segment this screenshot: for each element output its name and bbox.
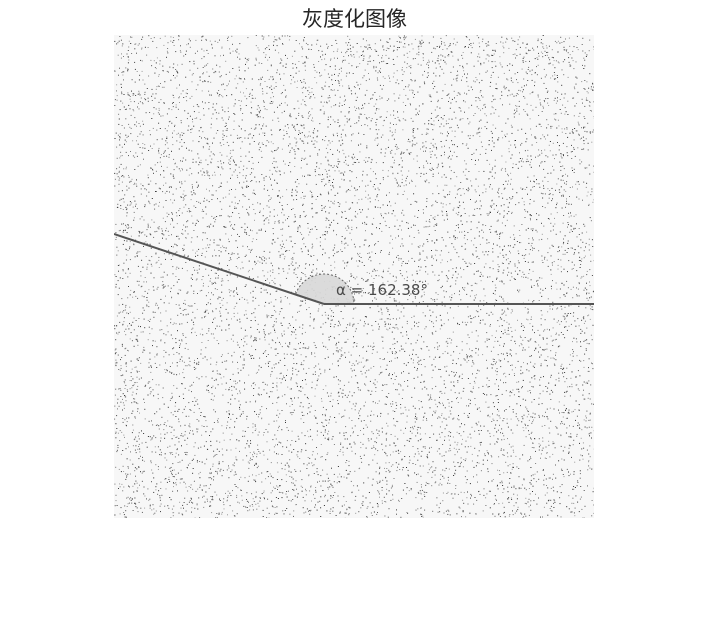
grayscale-image: α = 162.38° [114, 35, 594, 518]
angle-arc [294, 273, 355, 305]
noise-texture [114, 35, 594, 518]
grayscale-image-panel: α = 162.38° [114, 35, 594, 518]
left-ray-line [114, 233, 325, 305]
angle-label: α = 162.38° [336, 281, 428, 299]
image-background [114, 35, 594, 518]
figure-title: 灰度化图像 [302, 7, 407, 31]
